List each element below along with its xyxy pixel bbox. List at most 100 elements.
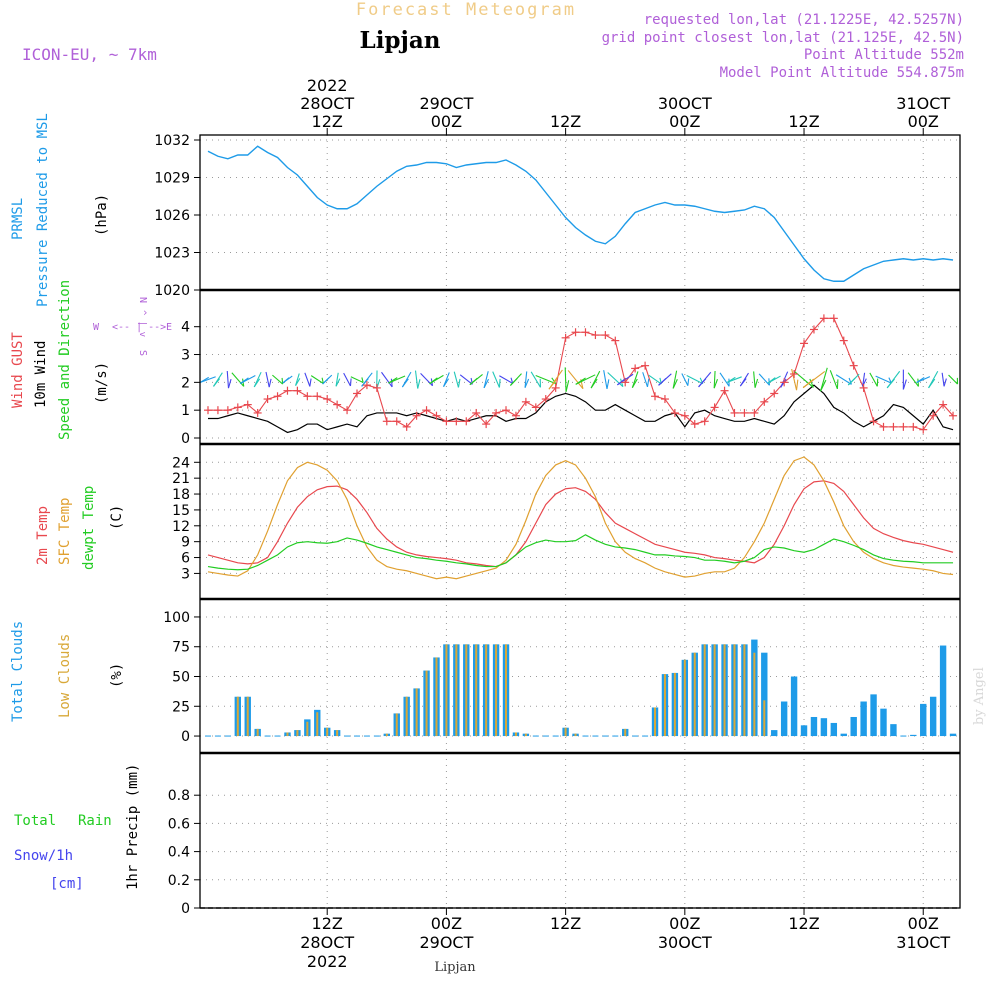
wind-arrow	[719, 372, 730, 387]
wind-arrow-head	[551, 377, 557, 384]
wind-arrow-head	[658, 377, 667, 386]
y-tick-label: 1032	[154, 133, 190, 149]
total-cloud-bar	[761, 652, 768, 737]
total-clouds-label: Total Clouds	[10, 621, 26, 722]
y-tick-label: 1	[181, 403, 190, 419]
total-cloud-bar	[780, 701, 788, 737]
low-cloud-bar	[723, 644, 726, 737]
requested-coords: requested lon,lat (21.1225E, 42.5257N)	[644, 12, 964, 28]
model-label: ICON-EU, ~ 7km	[22, 45, 157, 64]
wind-arrow	[758, 373, 770, 386]
wind-arrow-head	[646, 378, 650, 387]
wind-arrow-head	[469, 377, 478, 386]
total-cloud-bar	[860, 701, 867, 737]
y-tick-label: 50	[172, 670, 190, 686]
snow-unit-label: [cm]	[50, 876, 84, 892]
wind-arrow-head	[361, 377, 364, 383]
total-cloud-bar	[850, 716, 857, 737]
low-cloud-bar	[326, 727, 329, 737]
wind-arrow-head	[483, 378, 490, 389]
bottom-time-label: 00Z	[669, 914, 700, 933]
wind-arrow	[453, 371, 459, 388]
total-cloud-bar	[920, 703, 927, 737]
wind-arrow-head	[943, 378, 947, 387]
wind-arrow	[607, 372, 624, 388]
wind-arrow	[272, 374, 284, 385]
wind-arrow	[820, 367, 828, 392]
total-cloud-bar	[840, 733, 847, 737]
low-clouds-label: Low Clouds	[57, 634, 73, 718]
wind-arrow	[791, 368, 798, 391]
wind-arrow-head	[281, 377, 284, 385]
y-tick-label: 0	[181, 729, 190, 745]
wind-arrow-head	[361, 378, 369, 387]
wind-arrow-head	[687, 378, 690, 386]
wind-arrow-head	[268, 378, 272, 388]
wind-arrow	[753, 371, 756, 388]
location-title: Lipjan	[360, 27, 441, 54]
y-tick-label: 18	[172, 487, 190, 503]
y-tick-label: 2	[181, 375, 190, 391]
top-time-label: 28OCT	[300, 94, 354, 113]
y-tick-label: 0.2	[168, 873, 190, 889]
low-cloud-bar	[316, 712, 319, 737]
data-lines	[200, 145, 960, 909]
wind-arrow-head	[548, 379, 558, 390]
wind-arrow	[310, 375, 324, 384]
total-cloud-bar	[810, 716, 818, 737]
wind-arrow	[492, 371, 500, 388]
wind-arrow-head	[809, 378, 814, 388]
wind-arrow-head	[836, 379, 839, 389]
low-cloud-bar	[713, 644, 716, 737]
y-tick-label: 1020	[154, 283, 190, 299]
wind-arrow-head	[335, 378, 341, 387]
wind-arrow-head	[917, 378, 920, 387]
low-cloud-bar	[654, 707, 657, 737]
bottom-time-label: 28OCT	[300, 933, 354, 952]
wind-arrow	[414, 370, 419, 389]
total-cloud-bar	[790, 676, 798, 737]
y-tick-label: 3	[181, 566, 190, 582]
wind-arrow-head	[253, 378, 261, 388]
low-cloud-bar	[743, 644, 746, 737]
compass-ns: ^ | v	[137, 310, 147, 337]
wind-arrow-head	[227, 378, 232, 389]
total-cloud-bar	[870, 694, 877, 737]
wind-arrow-head	[727, 376, 736, 383]
top-time-label: 31OCT	[896, 94, 950, 113]
wind-arrow	[499, 375, 513, 384]
wind-arrow-head	[928, 378, 936, 389]
temp-2m-line	[207, 480, 954, 568]
top-time-label: 00Z	[908, 112, 939, 131]
wind-10m-line	[208, 384, 954, 434]
wind-arrow-head	[795, 379, 799, 391]
data-markers	[204, 314, 958, 434]
closest-coords: grid point closest lon,lat (21.125E, 42.…	[602, 30, 964, 46]
temp-2m-label: 2m Temp	[35, 506, 51, 565]
grid-lines	[200, 135, 960, 909]
y-tick-label: 0	[181, 901, 190, 917]
top-time-label: 00Z	[669, 112, 700, 131]
bottom-time-label: 12Z	[788, 914, 819, 933]
percent-unit-label: (%)	[109, 663, 125, 688]
y-tick-label: 100	[163, 610, 190, 626]
wind-arrow	[835, 374, 852, 385]
wind-arrow-head	[848, 377, 852, 385]
chart-title: Forecast Meteogram	[356, 0, 576, 20]
wind-arrow-head	[820, 379, 827, 392]
bottom-time-label: 30OCT	[658, 933, 712, 952]
hpa-unit-label: (hPa)	[94, 194, 110, 236]
y-tick-label: 1026	[154, 208, 190, 224]
wind-arrow-head	[524, 378, 530, 388]
prmsl-line	[207, 145, 954, 282]
wind-arrow-head	[443, 378, 450, 387]
low-cloud-bar	[236, 696, 239, 737]
y-tick-label: 75	[172, 640, 190, 656]
wind-arrow-head	[575, 377, 586, 385]
wind-arrow	[459, 374, 473, 385]
wind-arrow	[672, 370, 678, 389]
wind-arrow	[564, 367, 567, 392]
low-cloud-bar	[564, 727, 567, 737]
total-cloud-bar	[910, 734, 917, 737]
low-cloud-bar	[465, 644, 468, 737]
